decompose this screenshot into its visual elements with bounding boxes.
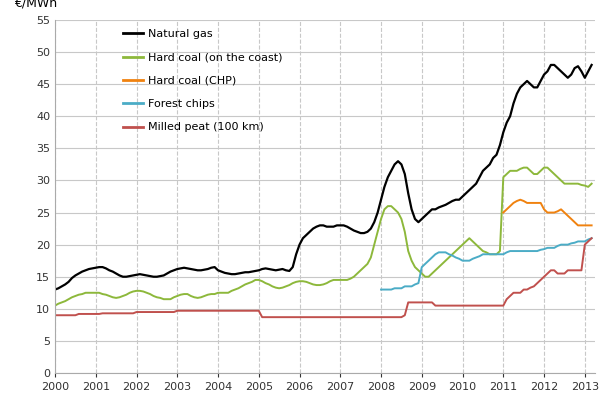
Milled peat (100 km)	[446, 303, 453, 308]
Hard coal (CHP)	[588, 223, 595, 228]
Hard coal (CHP)	[540, 207, 548, 212]
Hard coal (CHP)	[520, 199, 527, 204]
Natural gas	[395, 159, 402, 164]
Hard coal (CHP)	[523, 200, 531, 205]
Natural gas	[503, 120, 510, 125]
Natural gas	[52, 287, 59, 292]
Forest chips	[585, 237, 592, 242]
Hard coal (CHP)	[514, 199, 521, 204]
Forest chips	[523, 249, 531, 254]
Natural gas	[442, 202, 449, 207]
Milled peat (100 km)	[588, 236, 595, 241]
Milled peat (100 km)	[398, 315, 405, 320]
Line: Milled peat (100 km): Milled peat (100 km)	[55, 238, 592, 317]
Hard coal (CHP)	[581, 223, 588, 228]
Milled peat (100 km)	[225, 308, 232, 313]
Forest chips	[442, 250, 449, 255]
Hard coal (CHP)	[578, 223, 585, 228]
Forest chips	[378, 287, 385, 292]
Hard coal (CHP)	[503, 207, 510, 212]
Hard coal (CHP)	[568, 217, 575, 222]
Natural gas	[225, 271, 232, 276]
Hard coal (CHP)	[537, 200, 544, 205]
Forest chips	[483, 252, 490, 257]
Milled peat (100 km)	[52, 313, 59, 318]
Hard coal (on the coast)	[395, 210, 402, 215]
Hard coal (on the coast)	[265, 282, 273, 287]
Hard coal (CHP)	[574, 223, 582, 228]
Hard coal (CHP)	[561, 210, 568, 215]
Hard coal (on the coast)	[225, 290, 232, 295]
Hard coal (CHP)	[527, 200, 534, 205]
Hard coal (CHP)	[564, 213, 571, 218]
Hard coal (on the coast)	[442, 258, 449, 263]
Natural gas	[588, 62, 595, 67]
Hard coal (CHP)	[531, 200, 538, 205]
Hard coal (CHP)	[500, 210, 507, 215]
Milled peat (100 km)	[506, 293, 514, 298]
Forest chips	[435, 250, 443, 255]
Line: Natural gas: Natural gas	[55, 65, 592, 290]
Hard coal (CHP)	[534, 200, 541, 205]
Hard coal (on the coast)	[503, 171, 510, 176]
Natural gas	[265, 267, 273, 272]
Hard coal (on the coast)	[52, 303, 59, 308]
Line: Forest chips: Forest chips	[381, 238, 592, 290]
Hard coal (CHP)	[554, 209, 561, 214]
Text: €/MWh: €/MWh	[15, 0, 58, 10]
Natural gas	[201, 267, 208, 272]
Hard coal (on the coast)	[201, 293, 208, 298]
Milled peat (100 km)	[201, 308, 208, 313]
Hard coal (on the coast)	[588, 181, 595, 186]
Line: Hard coal (CHP): Hard coal (CHP)	[503, 200, 592, 225]
Hard coal (CHP)	[517, 197, 524, 202]
Hard coal (on the coast)	[520, 165, 527, 170]
Line: Hard coal (on the coast): Hard coal (on the coast)	[55, 168, 592, 306]
Legend: Natural gas, , Hard coal (on the coast), , Hard coal (CHP), , Forest chips, , Mi: Natural gas, , Hard coal (on the coast),…	[123, 29, 283, 133]
Forest chips	[588, 236, 595, 241]
Milled peat (100 km)	[259, 315, 266, 320]
Milled peat (100 km)	[269, 315, 276, 320]
Hard coal (CHP)	[510, 200, 517, 205]
Hard coal (CHP)	[544, 210, 551, 215]
Hard coal (CHP)	[506, 204, 514, 209]
Hard coal (CHP)	[557, 207, 565, 212]
Natural gas	[548, 62, 555, 67]
Forest chips	[476, 254, 483, 259]
Hard coal (CHP)	[571, 220, 578, 225]
Hard coal (CHP)	[548, 210, 555, 215]
Hard coal (CHP)	[551, 210, 558, 215]
Hard coal (CHP)	[585, 223, 592, 228]
